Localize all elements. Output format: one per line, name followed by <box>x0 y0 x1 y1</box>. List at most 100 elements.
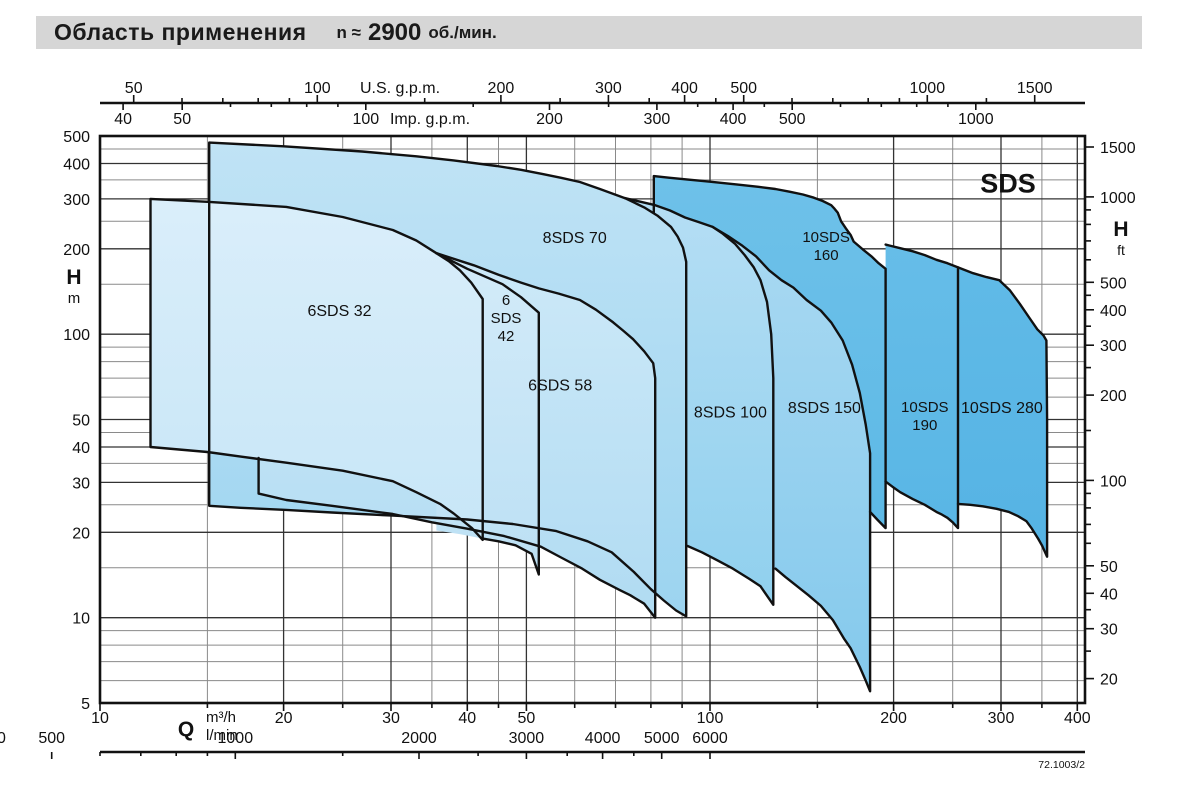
region-outline-10SDS-280 <box>956 266 1049 558</box>
svg-text:72.1003/2: 72.1003/2 <box>1038 759 1085 771</box>
svg-text:160: 160 <box>814 247 839 264</box>
svg-text:200: 200 <box>488 80 515 97</box>
svg-text:30: 30 <box>382 710 400 727</box>
page-title: Область применения <box>54 19 307 45</box>
svg-text:40: 40 <box>114 111 132 128</box>
svg-text:ft: ft <box>1117 242 1125 258</box>
region-labels: 6SDS 32 6 SDS 42 6SDS 58 8SDS 70 8SDS 100 8SDS … <box>307 169 1042 434</box>
region-fill-10SDS-190 <box>885 244 958 529</box>
svg-text:1000: 1000 <box>910 80 946 97</box>
svg-text:20: 20 <box>1100 672 1118 689</box>
svg-text:1000: 1000 <box>958 111 994 128</box>
svg-text:400: 400 <box>0 730 6 747</box>
region-fill-10SDS-280 <box>958 267 1048 557</box>
svg-text:300: 300 <box>988 710 1015 727</box>
svg-text:50: 50 <box>1100 559 1118 576</box>
svg-text:5: 5 <box>81 696 90 713</box>
svg-text:Q: Q <box>178 718 194 741</box>
svg-text:1500: 1500 <box>1100 140 1136 157</box>
region-outline-8SDS-100 <box>623 196 775 606</box>
svg-text:40: 40 <box>1100 586 1118 603</box>
svg-text:8SDS 100: 8SDS 100 <box>694 405 767 422</box>
svg-text:Imp. g.p.m.: Imp. g.p.m. <box>390 111 470 128</box>
svg-text:10SDS: 10SDS <box>901 399 949 416</box>
svg-text:300: 300 <box>1100 338 1127 355</box>
svg-text:300: 300 <box>644 111 671 128</box>
svg-text:10SDS: 10SDS <box>802 229 850 246</box>
svg-text:50: 50 <box>518 710 536 727</box>
svg-text:500: 500 <box>730 80 757 97</box>
svg-text:100: 100 <box>1100 473 1127 490</box>
svg-text:500: 500 <box>63 129 90 146</box>
svg-text:400: 400 <box>1100 303 1127 320</box>
svg-text:20: 20 <box>72 525 90 542</box>
svg-text:10SDS 280: 10SDS 280 <box>961 400 1043 417</box>
region-outline-6SDS-32 <box>149 197 484 542</box>
svg-text:H: H <box>66 266 81 289</box>
region-outline-6SDS-58 <box>257 252 657 619</box>
svg-text:42: 42 <box>498 328 515 345</box>
svg-text:8SDS 70: 8SDS 70 <box>543 230 607 247</box>
title-bar: Область применения n ≈ 2900 об./мин. <box>36 16 1142 49</box>
speed-value: 2900 <box>367 18 422 46</box>
svg-text:100: 100 <box>352 111 379 128</box>
svg-text:6SDS 32: 6SDS 32 <box>307 303 371 320</box>
svg-text:5000: 5000 <box>644 730 680 747</box>
svg-text:300: 300 <box>595 80 622 97</box>
drawing-code: 72.1003/2 <box>1038 759 1085 771</box>
axis-h-ft: 1500 1000 500 400 300 200 100 50 40 30 20 Hft <box>1085 140 1136 689</box>
svg-text:10: 10 <box>72 611 90 628</box>
svg-text:400: 400 <box>63 156 90 173</box>
svg-text:m³/h: m³/h <box>206 709 236 726</box>
svg-text:2000: 2000 <box>401 730 437 747</box>
axis-lmin: 200300400500100020003000400050006000 <box>0 730 728 759</box>
svg-text:500: 500 <box>1100 275 1127 292</box>
speed-unit: об./мин. <box>428 22 497 42</box>
svg-text:200: 200 <box>63 242 90 259</box>
svg-text:1000: 1000 <box>218 730 254 747</box>
svg-text:6000: 6000 <box>692 730 728 747</box>
svg-text:300: 300 <box>63 192 90 209</box>
svg-text:400: 400 <box>720 111 747 128</box>
svg-text:40: 40 <box>72 440 90 457</box>
region-outline-10SDS-160 <box>652 174 887 530</box>
region-outline-8SDS-150 <box>711 225 872 693</box>
region-outline-6SDS-42 <box>435 252 540 576</box>
svg-text:SDS: SDS <box>980 169 1036 199</box>
svg-text:1500: 1500 <box>1017 80 1053 97</box>
svg-text:50: 50 <box>125 80 143 97</box>
svg-text:190: 190 <box>912 417 937 434</box>
svg-text:500: 500 <box>38 730 65 747</box>
plot-frame <box>98 101 1087 754</box>
svg-text:H: H <box>1113 218 1128 241</box>
svg-text:3000: 3000 <box>509 730 545 747</box>
axis-us-gpm: 50 100 200 300 400 500 1000 1500 U.S. g.p.m. <box>125 80 1053 103</box>
svg-text:6: 6 <box>502 292 510 309</box>
svg-text:l/min: l/min <box>206 727 238 744</box>
axis-h-m: 500 400 300 200 100 50 40 30 20 10 5 Hm <box>63 129 90 713</box>
svg-text:40: 40 <box>458 710 476 727</box>
svg-text:400: 400 <box>671 80 698 97</box>
svg-text:100: 100 <box>304 80 331 97</box>
svg-text:200: 200 <box>536 111 563 128</box>
svg-text:200: 200 <box>880 710 907 727</box>
region-outline-10SDS-190 <box>884 243 960 530</box>
svg-text:6SDS 58: 6SDS 58 <box>528 378 592 395</box>
speed-symbol: n ≈ <box>336 22 361 42</box>
svg-text:30: 30 <box>72 475 90 492</box>
svg-text:10: 10 <box>91 710 109 727</box>
axis-m3h: 10 20 30 40 50 100 200 300 400 Qm³/hl/min <box>91 703 1091 744</box>
svg-text:8SDS 150: 8SDS 150 <box>788 400 861 417</box>
svg-text:30: 30 <box>1100 622 1118 639</box>
svg-text:m: m <box>68 290 81 307</box>
svg-text:50: 50 <box>72 413 90 430</box>
svg-text:100: 100 <box>63 327 90 344</box>
svg-text:U.S. g.p.m.: U.S. g.p.m. <box>360 80 440 97</box>
svg-text:1000: 1000 <box>1100 190 1136 207</box>
svg-text:400: 400 <box>1064 710 1091 727</box>
svg-text:50: 50 <box>173 111 191 128</box>
svg-text:200: 200 <box>1100 388 1127 405</box>
svg-text:4000: 4000 <box>585 730 621 747</box>
pump-regions <box>149 141 1049 693</box>
